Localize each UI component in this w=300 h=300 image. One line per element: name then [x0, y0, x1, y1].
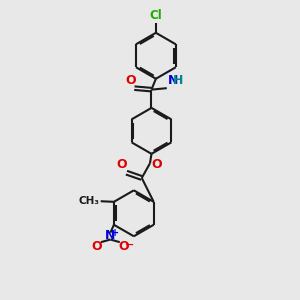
- Text: O: O: [92, 240, 102, 253]
- Text: N: N: [168, 74, 178, 87]
- Text: O: O: [117, 158, 127, 172]
- Text: −: −: [124, 240, 134, 250]
- Text: H: H: [173, 74, 184, 87]
- Text: N: N: [105, 229, 116, 242]
- Text: CH₃: CH₃: [78, 196, 99, 206]
- Text: O: O: [125, 74, 136, 87]
- Text: O: O: [151, 158, 162, 171]
- Text: Cl: Cl: [149, 9, 162, 22]
- Text: +: +: [111, 228, 119, 238]
- Text: O: O: [118, 240, 129, 253]
